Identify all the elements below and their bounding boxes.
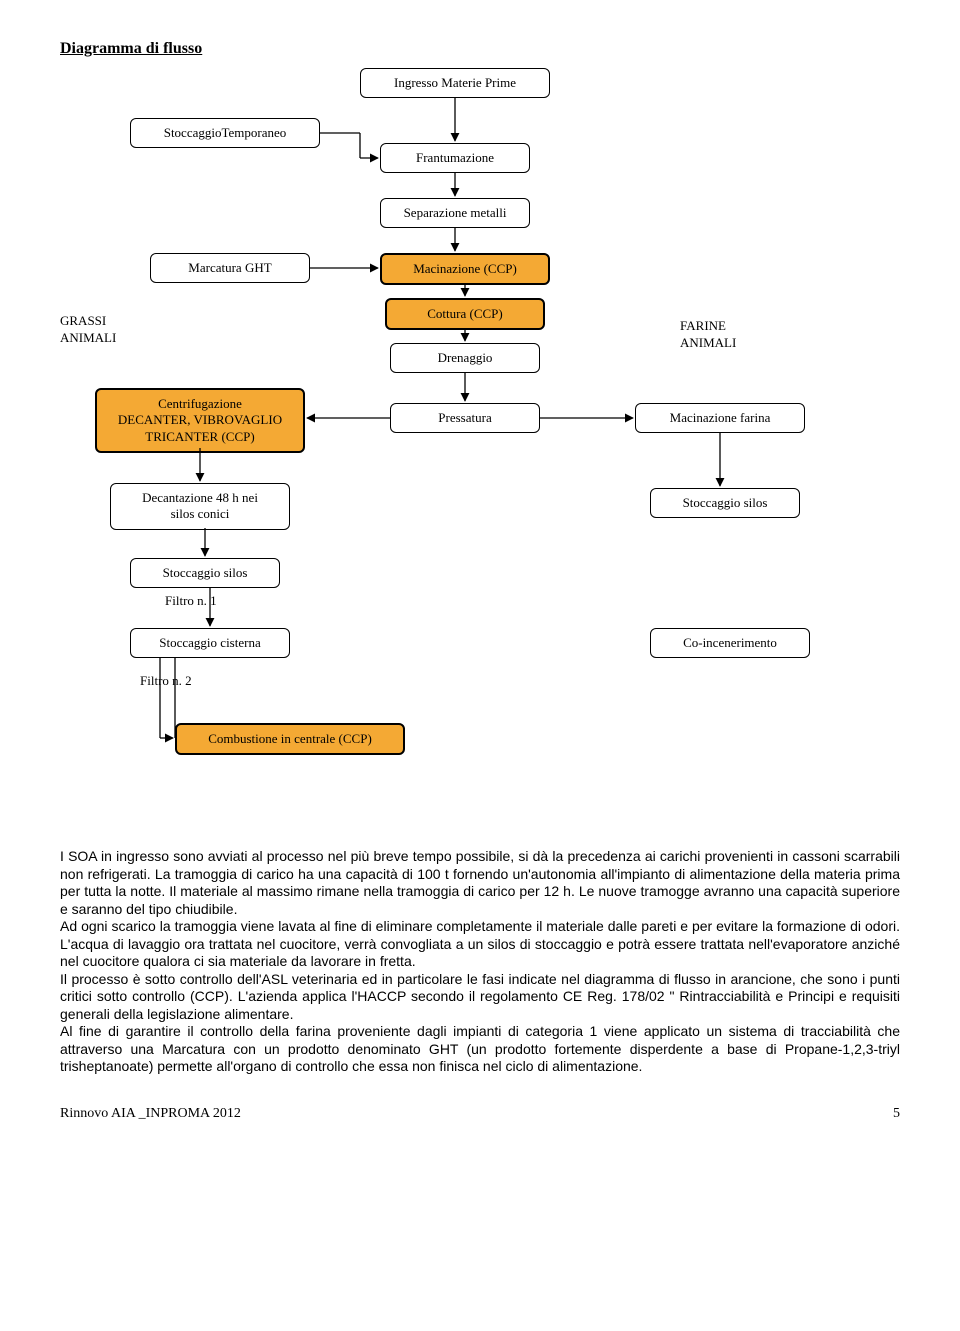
page-title: Diagramma di flusso (60, 40, 900, 58)
paragraph-2: Ad ogni scarico la tramoggia viene lavat… (60, 918, 900, 971)
node-separazione: Separazione metalli (380, 198, 530, 228)
node-macinazione-ccp: Macinazione (CCP) (380, 253, 550, 285)
node-macinazione-farina: Macinazione farina (635, 403, 805, 433)
paragraph-3: Il processo è sotto controllo dell'ASL v… (60, 971, 900, 1024)
node-stoccaggio-silos-l: Stoccaggio silos (130, 558, 280, 588)
label-filtro1: Filtro n. 1 (165, 593, 217, 610)
node-cottura-ccp: Cottura (CCP) (385, 298, 545, 330)
node-drenaggio: Drenaggio (390, 343, 540, 373)
node-decantazione: Decantazione 48 h nei silos conici (110, 483, 290, 530)
node-combustione: Combustione in centrale (CCP) (175, 723, 405, 755)
body-text: I SOA in ingresso sono avviati al proces… (60, 848, 900, 1076)
footer-page: 5 (893, 1106, 900, 1122)
footer: Rinnovo AIA _INPROMA 2012 5 (60, 1106, 900, 1122)
node-centrifugazione: Centrifugazione DECANTER, VIBROVAGLIO TR… (95, 388, 305, 453)
label-filtro2: Filtro n. 2 (140, 673, 192, 690)
node-marcatura: Marcatura GHT (150, 253, 310, 283)
label-farine: FARINE ANIMALI (680, 318, 736, 352)
label-grassi: GRASSI ANIMALI (60, 313, 116, 347)
footer-left: Rinnovo AIA _INPROMA 2012 (60, 1106, 241, 1122)
paragraph-4: Al fine di garantire il controllo della … (60, 1023, 900, 1076)
node-coincenerimento: Co-incenerimento (650, 628, 810, 658)
paragraph-1: I SOA in ingresso sono avviati al proces… (60, 848, 900, 918)
node-ingresso: Ingresso Materie Prime (360, 68, 550, 98)
node-stoccaggio-cisterna: Stoccaggio cisterna (130, 628, 290, 658)
node-frantumazione: Frantumazione (380, 143, 530, 173)
node-stoccaggio-temp: StoccaggioTemporaneo (130, 118, 320, 148)
flowchart: Ingresso Materie Prime StoccaggioTempora… (60, 68, 900, 828)
node-pressatura: Pressatura (390, 403, 540, 433)
node-stoccaggio-silos-r: Stoccaggio silos (650, 488, 800, 518)
